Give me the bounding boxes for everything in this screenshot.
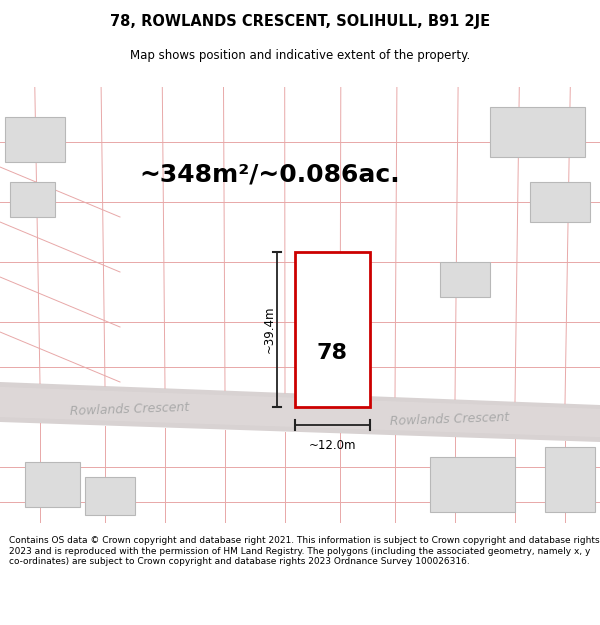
Text: Map shows position and indicative extent of the property.: Map shows position and indicative extent…: [130, 49, 470, 62]
Text: ~348m²/~0.086ac.: ~348m²/~0.086ac.: [140, 163, 400, 187]
Bar: [25, 462, 80, 507]
Text: Rowlands Crescent: Rowlands Crescent: [70, 401, 190, 418]
Text: 78, ROWLANDS CRESCENT, SOLIHULL, B91 2JE: 78, ROWLANDS CRESCENT, SOLIHULL, B91 2JE: [110, 14, 490, 29]
Bar: [295, 252, 370, 407]
Bar: [440, 262, 490, 297]
Text: 78: 78: [317, 342, 348, 362]
Bar: [530, 182, 590, 222]
Text: ~39.4m: ~39.4m: [263, 306, 275, 353]
Bar: [10, 182, 55, 217]
Bar: [490, 107, 585, 157]
Bar: [430, 457, 515, 512]
Polygon shape: [0, 387, 600, 437]
Bar: [545, 447, 595, 512]
Text: Rowlands Crescent: Rowlands Crescent: [390, 411, 510, 428]
Polygon shape: [0, 382, 600, 442]
Text: ~12.0m: ~12.0m: [309, 439, 356, 452]
Text: Contains OS data © Crown copyright and database right 2021. This information is : Contains OS data © Crown copyright and d…: [9, 536, 599, 566]
Bar: [85, 477, 135, 515]
Bar: [5, 117, 65, 162]
